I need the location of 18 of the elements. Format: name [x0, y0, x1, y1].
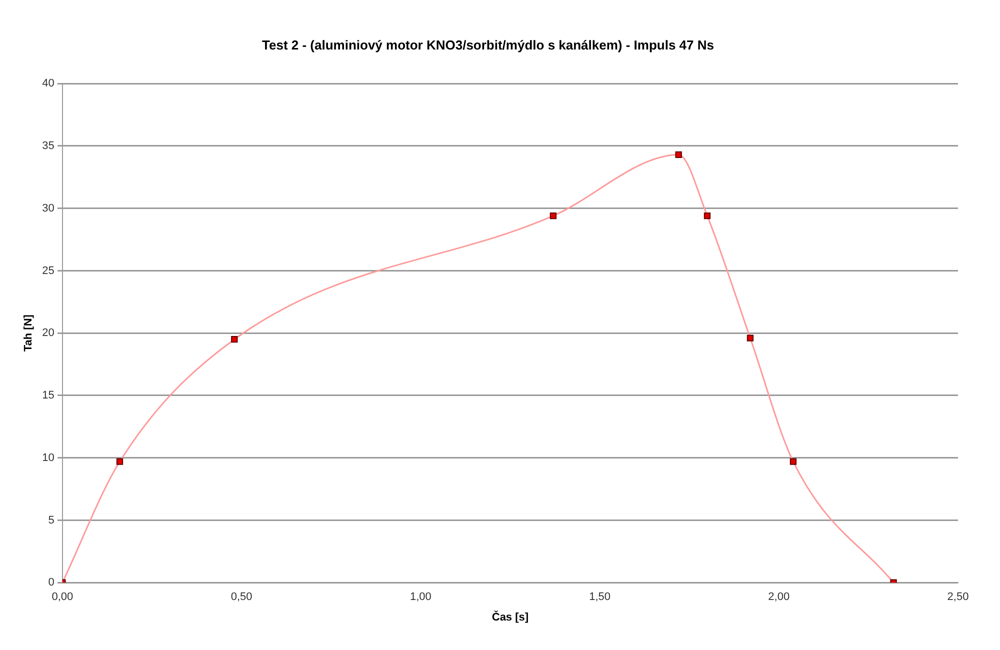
y-tick-label: 0	[48, 576, 54, 589]
y-tick-label: 15	[42, 390, 54, 402]
y-tick-label: 25	[42, 264, 54, 277]
y-tick-label: 30	[42, 202, 54, 214]
y-tick-label: 35	[42, 140, 54, 152]
y-axis-title: Tah [N]	[22, 314, 35, 352]
chart-title: Test 2 - (aluminiový motor KNO3/sorbit/mýdlo s kanálkem) - Impuls 47 Ns	[262, 37, 714, 52]
x-tick-label: 1,00	[410, 591, 432, 604]
x-tick-label: 2,00	[768, 591, 790, 604]
x-tick-label: 2,50	[947, 591, 969, 604]
y-tick-label: 5	[48, 514, 54, 526]
x-axis-title: Čas [s]	[492, 610, 529, 624]
x-tick-label: 0,00	[52, 591, 74, 604]
y-tick-label: 20	[42, 327, 54, 340]
y-tick-label: 40	[42, 78, 54, 90]
x-tick-label: 1,50	[589, 591, 610, 604]
x-tick-label: 0,50	[230, 591, 252, 604]
y-tick-label: 10	[42, 452, 54, 464]
